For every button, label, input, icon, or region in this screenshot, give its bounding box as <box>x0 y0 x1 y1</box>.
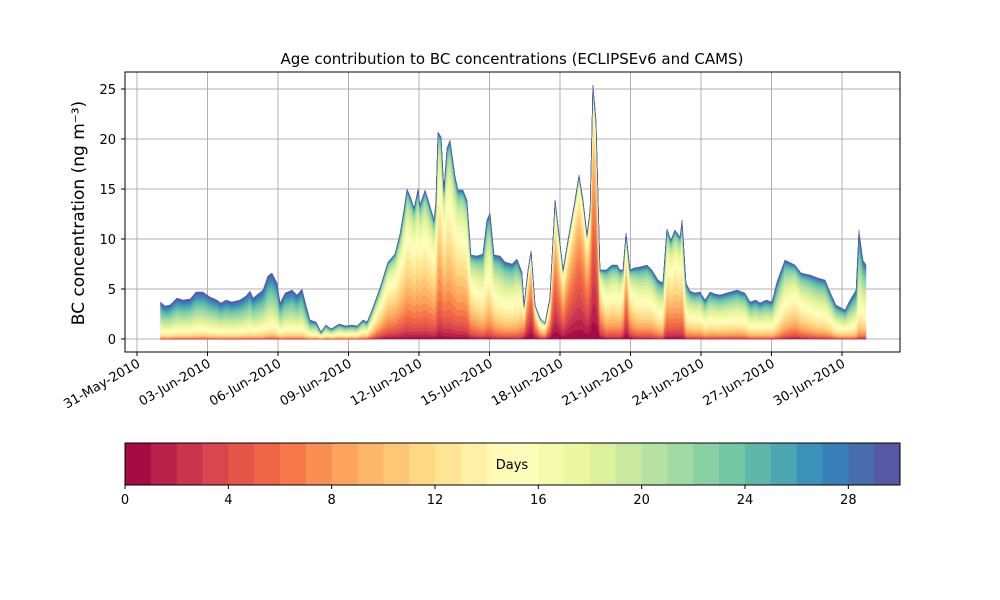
chart-title: Age contribution to BC concentrations (E… <box>281 50 744 68</box>
area-layer-age-29 <box>160 84 867 333</box>
y-tick-label: 20 <box>99 133 116 148</box>
colorbar-bin-15 <box>512 443 539 485</box>
colorbar-bin-20 <box>641 443 668 485</box>
colorbar-tick-label: 4 <box>224 493 232 508</box>
y-tick-label: 0 <box>108 333 116 348</box>
colorbar-tick-label: 16 <box>530 493 547 508</box>
colorbar-bin-0 <box>125 443 152 485</box>
colorbar-bin-23 <box>719 443 746 485</box>
colorbar-tick-label: 8 <box>328 493 336 508</box>
stacked-area-layers <box>160 84 867 340</box>
y-axis-ticks: 0 5 10 15 20 25 <box>99 83 125 348</box>
y-tick-label: 5 <box>108 283 116 298</box>
colorbar-bin-19 <box>615 443 643 485</box>
colorbar-bin-22 <box>693 443 720 485</box>
colorbar-bin-17 <box>564 443 591 485</box>
colorbar-bin-26 <box>796 443 823 485</box>
colorbar-bin-1 <box>150 443 178 485</box>
colorbar-bin-13 <box>460 443 488 485</box>
colorbar-frame <box>124 442 901 486</box>
colorbar-bin-27 <box>822 443 849 485</box>
colorbar-bin-12 <box>435 443 462 485</box>
colorbar-bin-21 <box>667 443 694 485</box>
y-tick-label: 10 <box>99 233 116 248</box>
colorbar-label: Days <box>496 458 529 473</box>
colorbar-tick-label: 12 <box>427 493 444 508</box>
colorbar-tick-label: 0 <box>121 493 129 508</box>
colorbar-bin-28 <box>848 443 875 485</box>
colorbar-bin-5 <box>254 443 281 485</box>
colorbar-bin-6 <box>280 443 307 485</box>
colorbar-bin-16 <box>538 443 565 485</box>
colorbar-bin-10 <box>383 443 410 485</box>
colorbar-bin-2 <box>176 443 203 485</box>
plot-frame <box>124 71 901 353</box>
colorbar-bin-24 <box>745 443 772 485</box>
colorbar-tick-label: 28 <box>840 493 857 508</box>
colorbar-tick-label: 20 <box>633 493 650 508</box>
colorbar <box>125 443 901 485</box>
colorbar-bin-7 <box>305 443 333 485</box>
y-tick-label: 15 <box>99 183 116 198</box>
colorbar-bin-18 <box>590 443 617 485</box>
colorbar-ticks: 0 4 8 12 16 20 24 28 <box>121 485 857 508</box>
colorbar-bin-8 <box>331 443 358 485</box>
colorbar-bin-9 <box>357 443 384 485</box>
colorbar-bin-29 <box>874 443 901 485</box>
y-tick-label: 25 <box>99 83 116 98</box>
colorbar-tick-label: 24 <box>737 493 754 508</box>
colorbar-bin-3 <box>202 443 229 485</box>
y-axis-label: BC concentration (ng m⁻³) <box>69 101 89 325</box>
colorbar-bin-14 <box>486 443 513 485</box>
colorbar-bin-4 <box>228 443 255 485</box>
colorbar-bin-11 <box>409 443 436 485</box>
colorbar-bin-25 <box>770 443 798 485</box>
